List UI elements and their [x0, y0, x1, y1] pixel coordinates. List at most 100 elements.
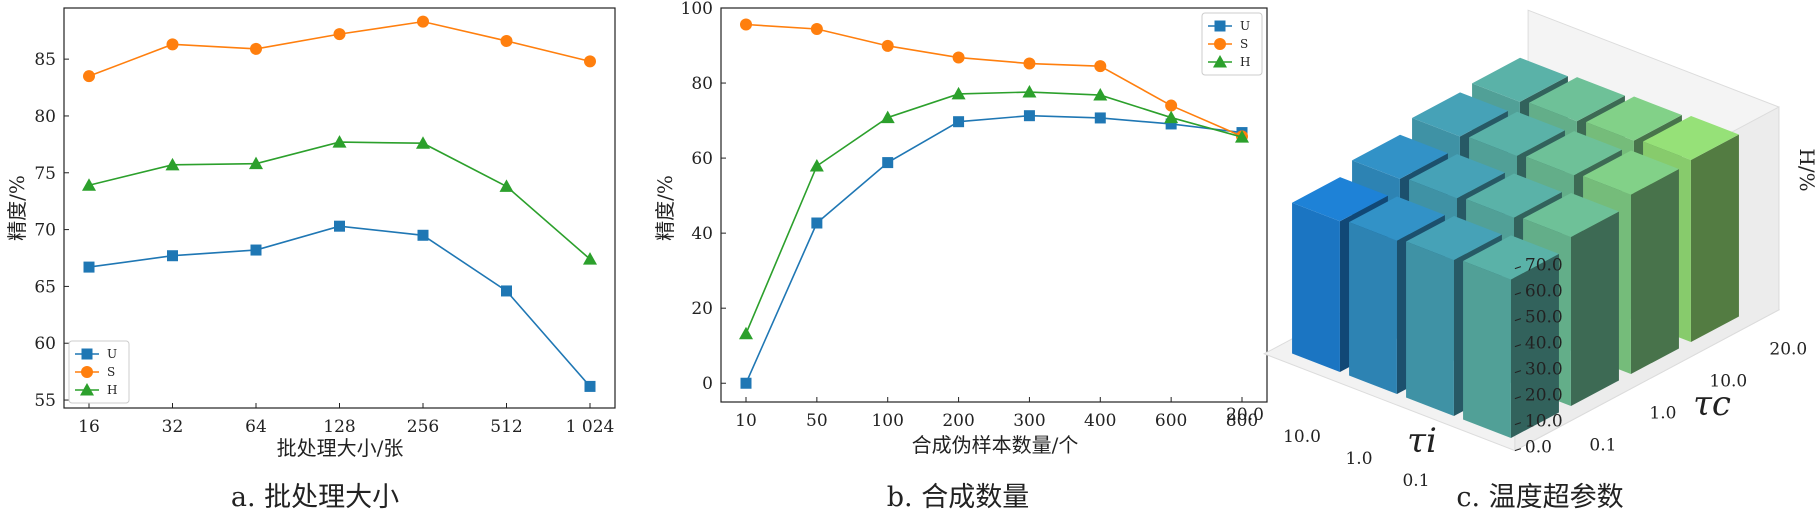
c-bar-top — [1469, 111, 1565, 156]
b-point-U — [1094, 112, 1106, 124]
c-bar-top — [1292, 177, 1388, 222]
c-y-tick-label: 0.1 — [1589, 435, 1616, 455]
b-point-S — [881, 39, 894, 52]
c-z-tick — [1514, 370, 1522, 374]
c-bar-top — [1526, 131, 1622, 176]
a-y-tick-label: 80 — [34, 107, 56, 127]
b-point-H — [809, 158, 824, 172]
b-point-S — [1165, 99, 1178, 112]
panel-a-batch-size: 16 32 64 128 256 512 1 024 55 60 65 70 75 80 85 USH 批… — [5, 7, 616, 513]
b-series-line-H — [745, 91, 1243, 335]
c-bar-front — [1349, 222, 1397, 395]
b-x-tick-label: 200 — [942, 411, 974, 431]
y-axis-label-a: 精度/% — [5, 175, 29, 241]
c-bar-side — [1630, 169, 1679, 375]
c-z-tick — [1514, 396, 1522, 400]
c-x-tick-label: 10.0 — [1283, 427, 1321, 447]
c-z-tick — [1514, 292, 1522, 296]
a-y-tick-label: 55 — [34, 391, 56, 411]
c-z-tick-label: 40.0 — [1525, 334, 1563, 354]
a-y-tick-label: 70 — [34, 221, 56, 241]
a-legend-marker-S — [81, 366, 93, 378]
a-point-H — [583, 252, 597, 265]
b-point-H — [880, 110, 895, 124]
a-y-tick-label: 75 — [34, 164, 56, 184]
c-x-tick-label: 0.1 — [1402, 471, 1429, 491]
c-bar-top — [1583, 150, 1679, 195]
b-point-S — [952, 51, 965, 64]
c-x-tick-label: 1.0 — [1345, 449, 1372, 469]
a-point-U — [334, 220, 345, 232]
c-bar-top — [1472, 57, 1568, 102]
b-y-tick-label: 80 — [691, 74, 713, 94]
a-y-tick-label: 65 — [34, 277, 56, 297]
a-series-line-H — [88, 141, 591, 260]
panel-c-temperature: 0.0 10.0 20.0 30.0 40.0 50.0 60.0 70.0 20.0 10.0 1… — [1226, 9, 1816, 513]
c-y-tick-label: 10.0 — [1709, 371, 1747, 391]
panel-b-synthesis-count: 10 50 100 200 300 400 600 800 0 20 40 60 80 100 USH 合… — [653, 0, 1268, 513]
b-point-H — [1235, 130, 1249, 143]
b-point-H — [1164, 110, 1179, 124]
b-point-S — [810, 23, 823, 36]
caption-a: a. 批处理大小 — [231, 482, 399, 513]
c-bar-top — [1349, 196, 1445, 241]
c-z-tick — [1514, 448, 1522, 452]
b-y-tick-label: 20 — [691, 299, 713, 319]
b-x-tick-label: 10 — [735, 411, 757, 431]
a-x-tick-label: 32 — [162, 417, 184, 437]
b-point-U — [1023, 110, 1035, 122]
a-point-S — [250, 42, 262, 55]
b-legend-marker-U — [1214, 20, 1226, 32]
a-point-S — [166, 38, 179, 51]
a-point-S — [417, 15, 429, 28]
c-bar-side — [1690, 134, 1739, 343]
b-x-tick-label: 300 — [1013, 411, 1045, 431]
a-x-tick-label: 64 — [245, 417, 267, 437]
c-z-tick — [1514, 266, 1522, 270]
caption-b: b. 合成数量 — [887, 482, 1029, 513]
c-z-tick — [1514, 344, 1522, 348]
b-point-U — [1165, 118, 1177, 130]
a-y-tick-label: 85 — [34, 50, 56, 70]
b-point-H — [1022, 85, 1037, 98]
b-x-tick-label: 100 — [871, 411, 903, 431]
c-bar-top — [1406, 215, 1502, 261]
a-point-S — [584, 55, 596, 68]
b-point-U — [740, 377, 752, 389]
c-z-tick-label: 0.0 — [1525, 438, 1552, 458]
caption-c: c. 温度超参数 — [1456, 482, 1623, 513]
c-bar-side — [1570, 211, 1619, 407]
c-bar-top — [1412, 92, 1508, 137]
c-z-tick-label: 20.0 — [1525, 386, 1563, 406]
c-z-tick-label: 50.0 — [1525, 308, 1563, 328]
b-point-H — [739, 326, 753, 340]
y-axis-label-c: τc — [1693, 384, 1731, 424]
a-point-S — [83, 70, 95, 83]
b-y-tick-label: 60 — [691, 149, 713, 169]
c-bar-top — [1643, 115, 1739, 161]
a-x-tick-label: 512 — [490, 417, 522, 437]
y-axis-label-b: 精度/% — [653, 175, 677, 241]
c-x-tick-label: 20.0 — [1226, 405, 1264, 425]
c-bar-top — [1466, 173, 1562, 218]
b-legend-label-S: S — [1240, 37, 1248, 51]
a-legend-label-U: U — [107, 347, 117, 361]
b-legend-marker-S — [1214, 38, 1226, 50]
b-point-S — [1023, 57, 1036, 70]
c-bar-top — [1409, 154, 1505, 199]
b-point-S — [740, 18, 752, 31]
a-point-H — [416, 136, 430, 149]
a-point-S — [333, 28, 346, 41]
a-point-H — [332, 135, 347, 148]
c-z-tick-label: 30.0 — [1525, 360, 1563, 380]
b-legend-label-U: U — [1240, 19, 1250, 33]
a-point-U — [167, 250, 178, 262]
b-x-tick-label: 800 — [1226, 411, 1258, 431]
legend-b: USH — [1201, 12, 1263, 76]
a-point-H — [249, 156, 263, 170]
b-series-line-S — [745, 23, 1243, 138]
c-bar-top — [1529, 77, 1625, 122]
b-point-U — [953, 116, 965, 128]
b-x-tick-label: 400 — [1084, 411, 1116, 431]
